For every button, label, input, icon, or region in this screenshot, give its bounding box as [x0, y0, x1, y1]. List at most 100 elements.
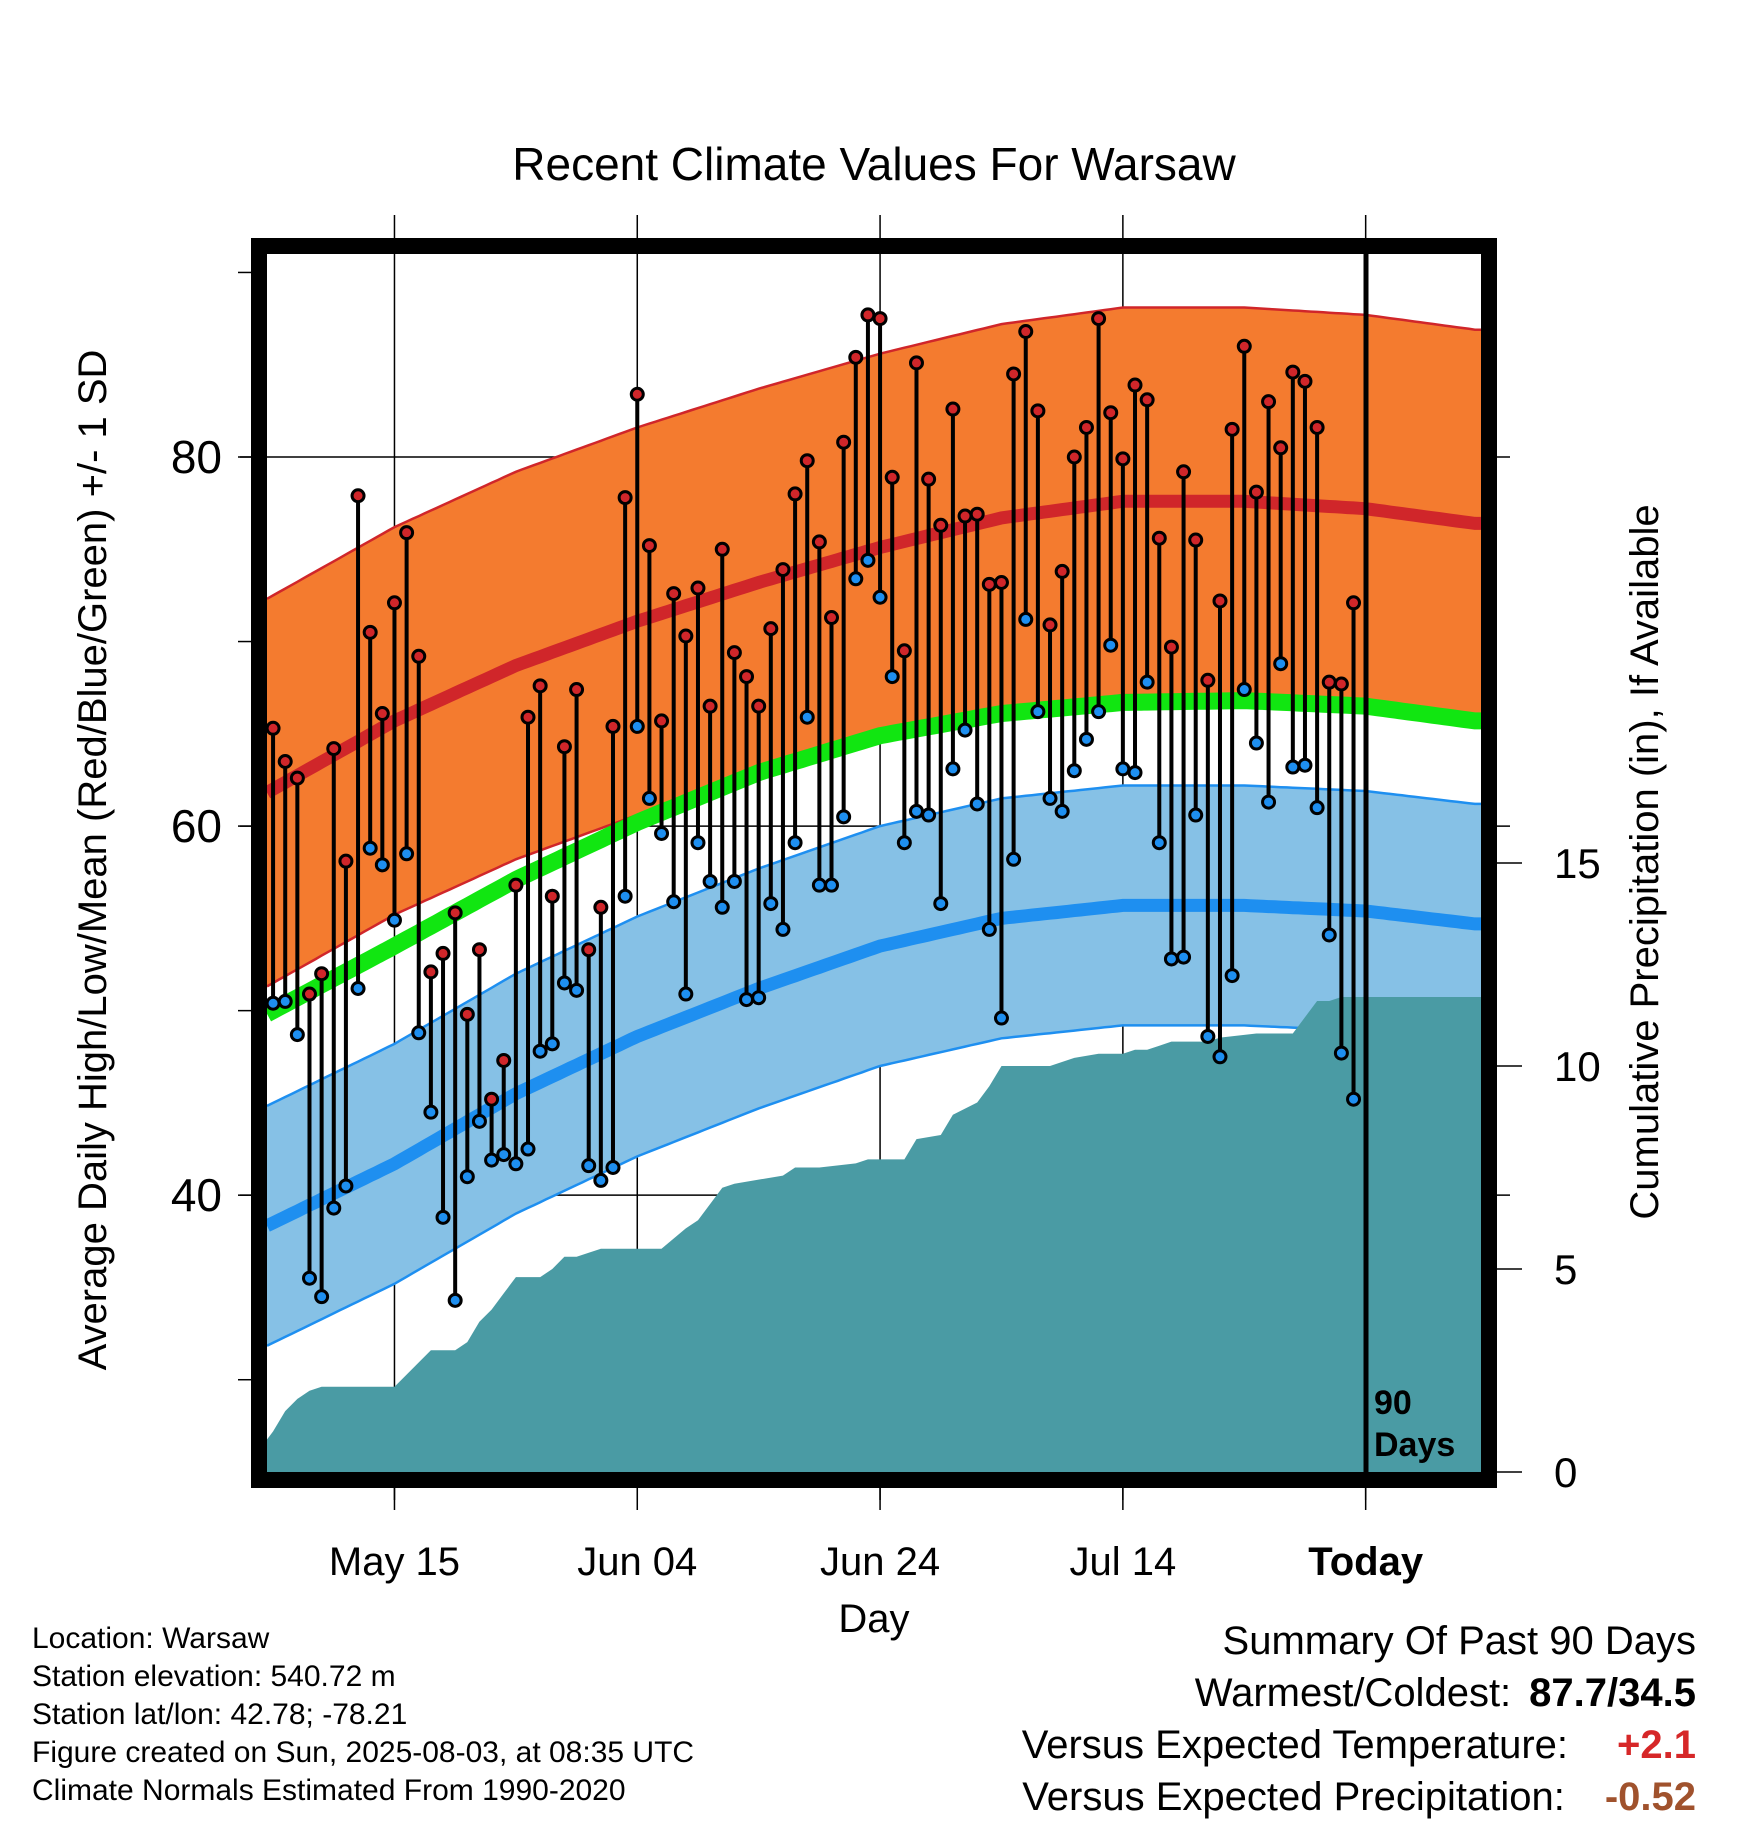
daily-high-point	[1236, 338, 1252, 354]
daily-low-point	[860, 552, 876, 568]
daily-high-point	[884, 469, 900, 485]
daily-low-point	[496, 1147, 512, 1163]
y-tick-label-right: 15	[1554, 840, 1601, 887]
daily-high-point	[581, 942, 597, 958]
daily-high-point	[751, 698, 767, 714]
precip-row: Versus Expected Precipitation: -0.52	[1022, 1771, 1696, 1823]
normal-mean-line	[262, 692, 1481, 1022]
daily-high-point	[386, 595, 402, 611]
daily-high-point	[836, 434, 852, 450]
daily-low-point	[1236, 682, 1252, 698]
daily-low-point	[520, 1141, 536, 1157]
daily-low-point	[775, 921, 791, 937]
normal-high-line	[263, 494, 1481, 799]
high-sd-band	[267, 307, 1481, 987]
y-tick-label-right: 10	[1554, 1043, 1601, 1090]
daily-low-point	[763, 896, 779, 912]
daily-high-point	[993, 574, 1009, 590]
daily-low-point	[896, 835, 912, 851]
precip-value: -0.52	[1604, 1775, 1696, 1819]
normal-bands	[262, 306, 1481, 1347]
x-tick-label: Today	[1308, 1540, 1424, 1584]
daily-low-point	[848, 571, 864, 587]
daily-low-point	[993, 1010, 1009, 1026]
low-band-upper-edge	[266, 784, 1481, 1108]
daily-low-point	[1285, 759, 1301, 775]
daily-high-point	[714, 541, 730, 557]
daily-low-point	[1006, 851, 1022, 867]
daily-low-point	[1346, 1091, 1362, 1107]
daily-low-point	[1261, 794, 1277, 810]
daily-low-point	[1151, 835, 1167, 851]
latlon-text: Station lat/lon: 42.78; -78.21	[32, 1698, 408, 1731]
daily-high-point	[848, 349, 864, 365]
daily-low-point	[289, 1027, 305, 1043]
daily-high-point	[1091, 311, 1107, 327]
y-tick-label-right: 0	[1554, 1449, 1577, 1496]
daily-high-point	[374, 706, 390, 722]
axes: 40 60 80 0 5 10 15 May 15 Jun 04 Jun 24 Jul 14 Toda…	[171, 271, 1601, 1584]
daily-high-point	[1248, 484, 1264, 500]
daily-low-point	[726, 873, 742, 889]
warm-cold-label: Warmest/Coldest:	[1194, 1671, 1512, 1715]
daily-low-point	[1042, 790, 1058, 806]
y-tick-label-left: 80	[171, 431, 222, 483]
daily-high-point	[1127, 377, 1143, 393]
daily-high-point	[1200, 672, 1216, 688]
daily-high-point	[1321, 674, 1337, 690]
daily-low-point	[1127, 765, 1143, 781]
daily-high-point	[471, 942, 487, 958]
daily-low-point	[386, 912, 402, 928]
daily-low-point	[690, 835, 706, 851]
daily-low-point	[1200, 1028, 1216, 1044]
daily-high-point	[739, 669, 755, 685]
daily-low-point	[544, 1036, 560, 1052]
daily-high-point	[1212, 593, 1228, 609]
daily-high-point	[447, 905, 463, 921]
daily-high-point	[289, 770, 305, 786]
daily-low-point	[1248, 735, 1264, 751]
daily-high-point	[666, 586, 682, 602]
daily-low-point	[581, 1158, 597, 1174]
daily-low-point	[1115, 761, 1131, 777]
daily-low-point	[374, 857, 390, 873]
daily-high-point	[921, 471, 937, 487]
daily-low-point	[399, 846, 415, 862]
daily-high-point	[945, 401, 961, 417]
daily-high-point	[799, 453, 815, 469]
daily-high-point	[411, 648, 427, 664]
created-text: Figure created on Sun, 2025-08-03, at 08…	[32, 1736, 695, 1769]
daily-high-point	[569, 682, 585, 698]
daily-high-point	[508, 877, 524, 893]
daily-high-point	[265, 720, 281, 736]
cumulative-precip-area	[267, 997, 1481, 1472]
y-tick-label-right: 5	[1554, 1246, 1577, 1293]
temp-value: +2.1	[1617, 1723, 1696, 1767]
daily-high-point	[1176, 464, 1192, 480]
daily-high-point	[484, 1091, 500, 1107]
daily-low-point	[629, 718, 645, 734]
daily-low-point	[799, 709, 815, 725]
elevation-text: Station elevation: 540.72 m	[32, 1660, 396, 1693]
daily-high-point	[350, 488, 366, 504]
daily-low-point	[811, 877, 827, 893]
daily-low-point	[1163, 951, 1179, 967]
daily-low-point	[508, 1156, 524, 1172]
daily-high-point	[641, 538, 657, 554]
daily-high-point	[1333, 676, 1349, 692]
daily-high-point	[1297, 373, 1313, 389]
daily-low-point	[1030, 704, 1046, 720]
daily-low-point	[678, 986, 694, 1002]
daily-high-point	[1309, 419, 1325, 435]
daily-high-point	[787, 486, 803, 502]
daily-high-point	[1285, 364, 1301, 380]
daily-low-point	[301, 1270, 317, 1286]
daily-low-point	[556, 975, 572, 991]
daily-low-point	[459, 1169, 475, 1185]
normal-low-line	[264, 898, 1481, 1232]
daily-low-point	[411, 1025, 427, 1041]
summary-heading: Summary Of Past 90 Days	[1222, 1619, 1696, 1663]
normals-text: Climate Normals Estimated From 1990-2020	[32, 1774, 626, 1807]
daily-low-point	[484, 1152, 500, 1168]
